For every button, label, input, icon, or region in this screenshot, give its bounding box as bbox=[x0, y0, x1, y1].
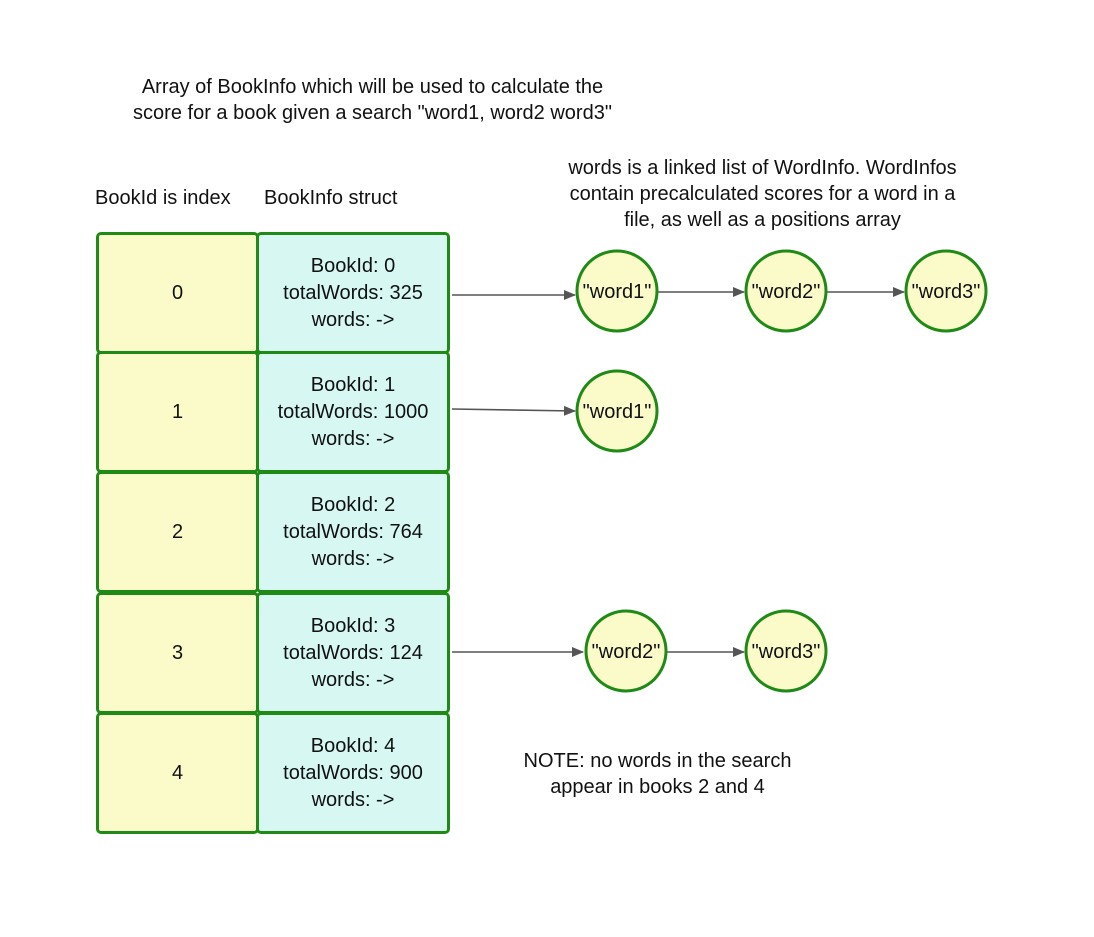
bookinfo-bookid: BookId: 1 bbox=[310, 373, 396, 396]
words-description-line-1: words is a linked list of WordInfo. Word… bbox=[568, 157, 957, 179]
bookinfo-bookid: BookId: 3 bbox=[310, 614, 396, 637]
word-node-label: "word2" bbox=[752, 281, 821, 303]
bookinfo-totalwords: totalWords: 900 bbox=[283, 761, 423, 784]
note-line-2: appear in books 2 and 4 bbox=[550, 776, 765, 798]
word-node-label: "word1" bbox=[583, 401, 652, 423]
words-description-line-3: file, as well as a positions array bbox=[624, 209, 901, 231]
word-node: "word1" bbox=[575, 369, 659, 453]
bookinfo-words: words: -> bbox=[311, 427, 395, 450]
bookinfo-words: words: -> bbox=[311, 668, 395, 691]
bookinfo-totalwords: totalWords: 764 bbox=[283, 520, 423, 543]
index-value: 3 bbox=[171, 641, 184, 664]
words-description: words is a linked list of WordInfo. Word… bbox=[525, 155, 1000, 233]
arrow-book1-to-word1 bbox=[451, 405, 576, 416]
word-node: "word1" bbox=[575, 249, 659, 333]
index-value: 1 bbox=[171, 400, 184, 423]
bookinfo-cell-4: BookId: 4 totalWords: 900 words: -> bbox=[256, 712, 450, 834]
word-node-label: "word2" bbox=[592, 641, 661, 663]
index-cell-1: 1 bbox=[96, 351, 259, 473]
index-cell-2: 2 bbox=[96, 471, 259, 593]
bookinfo-bookid: BookId: 2 bbox=[310, 493, 396, 516]
bookinfo-words: words: -> bbox=[311, 308, 395, 331]
index-value: 4 bbox=[171, 761, 184, 784]
word-node-label: "word3" bbox=[912, 281, 981, 303]
header-bookid-index: BookId is index bbox=[95, 187, 231, 209]
index-value: 2 bbox=[171, 520, 184, 543]
diagram-title: Array of BookInfo which will be used to … bbox=[80, 74, 665, 126]
word-node: "word2" bbox=[744, 249, 828, 333]
bookinfo-cell-3: BookId: 3 totalWords: 124 words: -> bbox=[256, 592, 450, 714]
bookinfo-cell-2: BookId: 2 totalWords: 764 words: -> bbox=[256, 471, 450, 593]
index-cell-0: 0 bbox=[96, 232, 259, 354]
header-bookinfo-struct: BookInfo struct bbox=[264, 187, 398, 209]
bookinfo-bookid: BookId: 0 bbox=[310, 254, 396, 277]
title-line-2: score for a book given a search "word1, … bbox=[133, 102, 612, 124]
bookinfo-words: words: -> bbox=[311, 547, 395, 570]
index-value: 0 bbox=[171, 281, 184, 304]
bookinfo-words: words: -> bbox=[311, 788, 395, 811]
bookinfo-totalwords: totalWords: 124 bbox=[283, 641, 423, 664]
note-line-1: NOTE: no words in the search bbox=[523, 750, 792, 772]
note-text: NOTE: no words in the search appear in b… bbox=[490, 748, 825, 800]
bookinfo-cell-1: BookId: 1 totalWords: 1000 words: -> bbox=[256, 351, 450, 473]
word-node-label: "word1" bbox=[583, 281, 652, 303]
word-node: "word3" bbox=[744, 609, 828, 693]
bookinfo-totalwords: totalWords: 325 bbox=[283, 281, 423, 304]
word-node: "word2" bbox=[584, 609, 668, 693]
words-description-line-2: contain precalculated scores for a word … bbox=[569, 183, 956, 205]
bookinfo-totalwords: totalWords: 1000 bbox=[277, 400, 429, 423]
title-line-1: Array of BookInfo which will be used to … bbox=[141, 76, 604, 98]
word-node-label: "word3" bbox=[752, 641, 821, 663]
bookinfo-bookid: BookId: 4 bbox=[310, 734, 396, 757]
word-node: "word3" bbox=[904, 249, 988, 333]
